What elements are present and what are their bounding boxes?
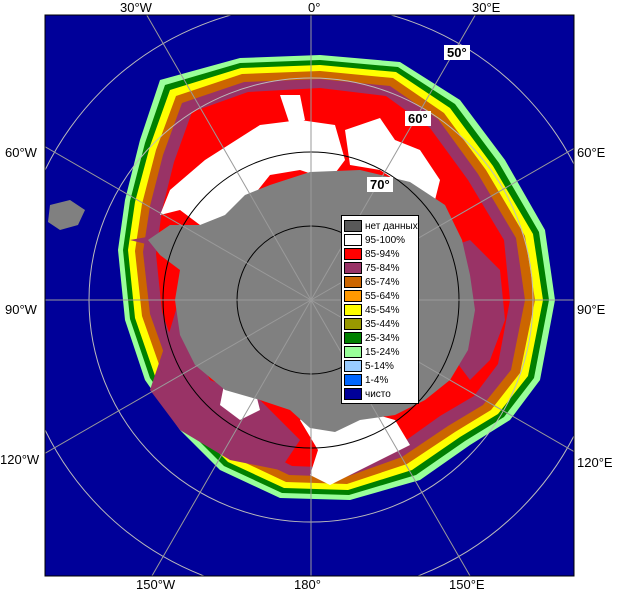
legend-label: 45-54% bbox=[365, 304, 400, 316]
lon-label-150w-bottom: 150°W bbox=[136, 577, 176, 592]
legend-label: 95-100% bbox=[365, 234, 406, 246]
legend-item-95-100: 95-100% bbox=[344, 233, 405, 247]
legend-swatch bbox=[344, 346, 362, 358]
legend-label: 1-4% bbox=[365, 374, 389, 386]
lon-label-60w: 60°W bbox=[5, 145, 37, 160]
legend-label: чисто bbox=[365, 388, 391, 400]
legend-item-65-74: 65-74% bbox=[344, 275, 399, 289]
lon-label-30e-top: 30°E bbox=[472, 0, 501, 15]
legend-item-75-84: 75-84% bbox=[344, 261, 399, 275]
legend-label: 25-34% bbox=[365, 332, 400, 344]
legend-item-ice-free: чисто bbox=[344, 387, 391, 401]
legend-item-45-54: 45-54% bbox=[344, 303, 399, 317]
legend-label: нет данных bbox=[365, 220, 418, 232]
legend-swatch bbox=[344, 332, 362, 344]
legend-swatch bbox=[344, 248, 362, 260]
map-frame-border bbox=[44, 14, 575, 577]
legend-item-35-44: 35-44% bbox=[344, 317, 399, 331]
legend-swatch bbox=[344, 318, 362, 330]
lon-label-60e: 60°E bbox=[577, 145, 606, 160]
legend-label: 5-14% bbox=[365, 360, 394, 372]
legend-label: 35-44% bbox=[365, 318, 400, 330]
south-america-land bbox=[48, 200, 85, 230]
legend-item-5-14: 5-14% bbox=[344, 359, 394, 373]
legend-swatch bbox=[344, 360, 362, 372]
legend-swatch bbox=[344, 262, 362, 274]
lon-label-180-bottom: 180° bbox=[294, 577, 321, 592]
legend-label: 55-64% bbox=[365, 290, 400, 302]
legend-swatch bbox=[344, 304, 362, 316]
legend-item-55-64: 55-64% bbox=[344, 289, 399, 303]
ice-patch-95-100-north bbox=[280, 95, 305, 125]
legend-item-1-4: 1-4% bbox=[344, 373, 388, 387]
lon-label-150e-bottom: 150°E bbox=[449, 577, 485, 592]
legend-swatch bbox=[344, 220, 362, 232]
legend-item-15-24: 15-24% bbox=[344, 345, 399, 359]
lon-label-0-top: 0° bbox=[308, 0, 321, 15]
legend-item-85-94: 85-94% bbox=[344, 247, 399, 261]
legend-swatch bbox=[344, 234, 362, 246]
legend-label: 85-94% bbox=[365, 248, 400, 260]
legend-item-25-34: 25-34% bbox=[344, 331, 399, 345]
lon-label-120w: 120°W bbox=[0, 452, 40, 467]
lat-label-60: 60° bbox=[405, 111, 431, 126]
legend-label: 75-84% bbox=[365, 262, 400, 274]
lon-label-90e: 90°E bbox=[577, 302, 606, 317]
legend-swatch bbox=[344, 374, 362, 386]
legend-swatch bbox=[344, 276, 362, 288]
legend-swatch bbox=[344, 388, 362, 400]
lon-label-90w: 90°W bbox=[5, 302, 37, 317]
lon-label-120e: 120°E bbox=[577, 455, 613, 470]
lat-label-50: 50° bbox=[444, 45, 470, 60]
legend-label: 65-74% bbox=[365, 276, 400, 288]
concentration-legend: нет данных 95-100% 85-94% 75-84% 65-74% … bbox=[341, 215, 419, 404]
ice-patch-95-100-weddell bbox=[160, 120, 345, 230]
lat-label-70: 70° bbox=[367, 177, 393, 192]
legend-label: 15-24% bbox=[365, 346, 400, 358]
lon-label-30w-top: 30°W bbox=[120, 0, 152, 15]
legend-item-no-data: нет данных bbox=[344, 219, 418, 233]
legend-swatch bbox=[344, 290, 362, 302]
